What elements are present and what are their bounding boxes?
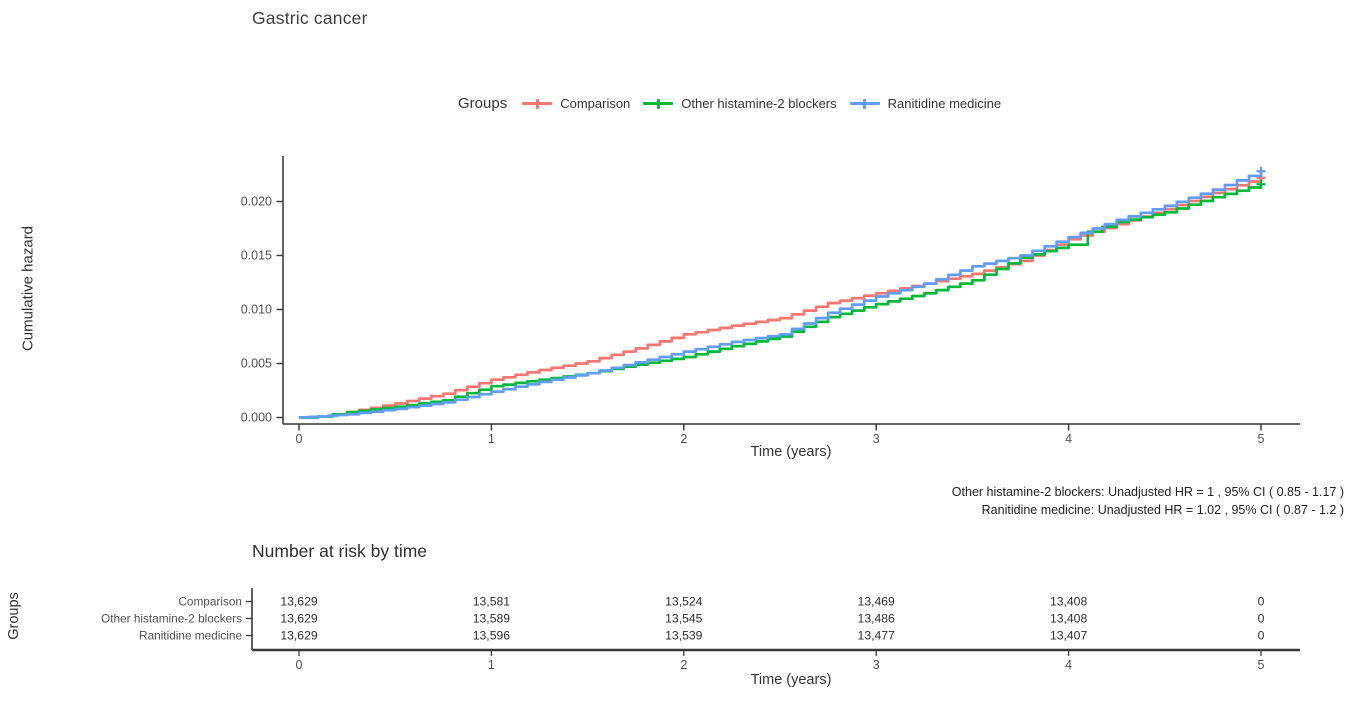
legend-item-label: Comparison xyxy=(560,96,631,111)
risk-value: 13,408 xyxy=(1050,595,1087,609)
x-tick-label: 3 xyxy=(873,432,880,446)
y-tick-label: 0.000 xyxy=(241,411,272,425)
annotation-line-2: Ranitidine medicine: Unadjusted HR = 1.0… xyxy=(981,503,1344,517)
legend-cross-icon xyxy=(849,96,880,112)
annotation-line-1: Other histamine-2 blockers: Unadjusted H… xyxy=(951,485,1344,499)
risk-value: 13,408 xyxy=(1050,612,1087,626)
risk-row-label: Ranitidine medicine xyxy=(139,629,242,643)
risk-value: 13,524 xyxy=(665,595,702,609)
hazard-curve-2 xyxy=(299,171,1263,419)
y-tick-label: 0.005 xyxy=(241,357,272,371)
axes-layer: 0.000 0.005 0.010 0.015 0.020 0 1 2 3 4 5 xyxy=(241,156,1300,446)
legend-item-label: Ranitidine medicine xyxy=(887,96,1002,111)
risk-value: 13,589 xyxy=(473,612,510,626)
risk-row-label: Other histamine-2 blockers xyxy=(101,612,242,626)
x-tick-label: 0 xyxy=(296,432,303,446)
x-tick-label: 2 xyxy=(680,432,687,446)
risk-value: 0 xyxy=(1258,629,1265,643)
risk-x-axis-title: Time (years) xyxy=(750,672,832,688)
y-tick-label: 0.020 xyxy=(241,195,272,209)
y-tick-label: 0.010 xyxy=(241,303,272,317)
legend-item-1: Other histamine-2 blockers xyxy=(643,96,837,112)
legend: Groups Comparison Other histamine-2 block… xyxy=(458,95,1001,112)
legend-cross-icon xyxy=(522,96,553,112)
censor-mark xyxy=(1256,179,1266,189)
risk-x-tick-label: 4 xyxy=(1065,658,1072,672)
legend-item-0: Comparison xyxy=(522,96,630,112)
risk-value: 13,407 xyxy=(1050,629,1087,643)
risk-row-label: Comparison xyxy=(178,595,242,609)
legend-title: Groups xyxy=(458,95,508,112)
risk-table-title: Number at risk by time xyxy=(252,541,428,561)
risk-value: 13,477 xyxy=(858,629,895,643)
risk-value: 0 xyxy=(1258,612,1265,626)
risk-value: 13,545 xyxy=(665,612,702,626)
risk-value: 13,486 xyxy=(858,612,895,626)
x-tick-label: 4 xyxy=(1065,432,1072,446)
legend-cross-icon xyxy=(643,96,674,112)
risk-value: 0 xyxy=(1258,595,1265,609)
risk-x-tick-label: 0 xyxy=(296,658,303,672)
legend-item-2: Ranitidine medicine xyxy=(849,96,1002,112)
risk-value: 13,596 xyxy=(473,629,510,643)
y-tick-label: 0.015 xyxy=(241,249,272,263)
risk-table-grid: Comparison 13,629 13,581 13,524 13,469 13,408… xyxy=(101,588,1300,672)
x-tick-label: 5 xyxy=(1258,432,1265,446)
hazard-ratio-annotations: Other histamine-2 blockers: Unadjusted H… xyxy=(952,483,1344,519)
risk-value: 13,469 xyxy=(858,595,895,609)
risk-x-tick-label: 1 xyxy=(488,658,495,672)
risk-value: 13,539 xyxy=(665,629,702,643)
chart-title: Gastric cancer xyxy=(252,8,368,28)
x-tick-label: 1 xyxy=(488,432,495,446)
risk-value: 13,581 xyxy=(473,595,510,609)
risk-x-tick-label: 5 xyxy=(1258,658,1265,672)
risk-x-tick-label: 3 xyxy=(873,658,880,672)
risk-value: 13,629 xyxy=(280,612,317,626)
risk-value: 13,629 xyxy=(280,595,317,609)
hazard-curves xyxy=(299,166,1266,419)
legend-item-label: Other histamine-2 blockers xyxy=(681,96,837,111)
x-axis-title: Time (years) xyxy=(750,444,832,460)
censor-mark xyxy=(1256,166,1266,176)
risk-value: 13,629 xyxy=(280,629,317,643)
hazard-curve-0 xyxy=(299,177,1263,419)
risk-x-tick-label: 2 xyxy=(680,658,687,672)
